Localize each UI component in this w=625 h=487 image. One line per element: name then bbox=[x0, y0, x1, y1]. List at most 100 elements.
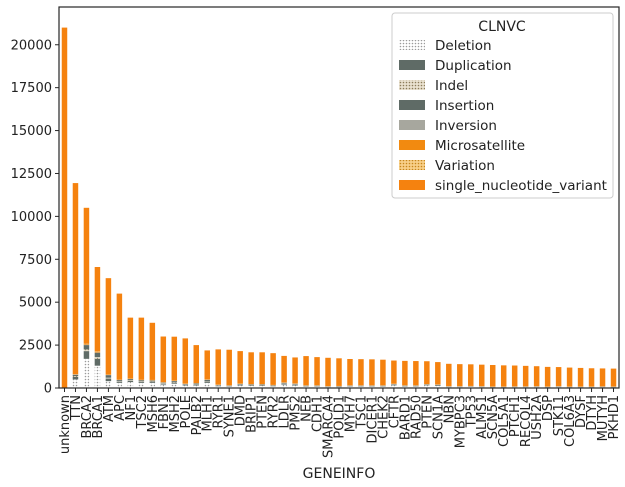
x-tick-label: SCN1A bbox=[431, 395, 446, 439]
bar-segment bbox=[292, 385, 298, 388]
bar-segment bbox=[160, 384, 167, 388]
bar-segment bbox=[424, 385, 430, 388]
bar-segment bbox=[83, 345, 90, 350]
bar-segment bbox=[182, 385, 189, 388]
x-tick-label: MLH1 bbox=[201, 395, 216, 432]
bar-segment bbox=[259, 352, 265, 385]
legend-swatch bbox=[399, 60, 425, 70]
bar-segment bbox=[468, 364, 474, 386]
bar-segment bbox=[116, 381, 123, 382]
bar-segment bbox=[204, 350, 210, 380]
bar-segment bbox=[193, 383, 199, 385]
y-tick-label: 5000 bbox=[19, 296, 52, 311]
x-tick-label: DMD bbox=[234, 395, 249, 426]
y-tick-label: 20000 bbox=[11, 38, 52, 53]
bar-segment bbox=[511, 365, 518, 387]
bar-segment bbox=[72, 183, 79, 375]
bar-segment bbox=[193, 345, 199, 384]
bar-segment bbox=[182, 384, 189, 385]
legend-label: Microsatellite bbox=[435, 138, 525, 154]
legend-label: Deletion bbox=[435, 38, 492, 54]
bar-segment bbox=[94, 267, 101, 352]
bar-segment bbox=[171, 381, 178, 383]
bar-segment bbox=[577, 367, 584, 387]
bar-segment bbox=[303, 356, 309, 386]
bar-segment bbox=[127, 317, 134, 379]
bar-segment bbox=[588, 368, 595, 387]
bar-segment bbox=[94, 351, 101, 353]
x-tick-label: LDLR bbox=[278, 395, 293, 429]
legend-swatch bbox=[399, 100, 425, 110]
bar-segment bbox=[281, 355, 287, 383]
bar-segment bbox=[424, 361, 430, 385]
bar-segment bbox=[149, 381, 156, 383]
x-tick-label: TSC1 bbox=[354, 395, 369, 430]
bar-segment bbox=[226, 386, 232, 388]
bar-segment bbox=[566, 367, 573, 387]
bar-segment bbox=[149, 382, 156, 388]
bar-segment bbox=[402, 360, 408, 386]
bar-segment bbox=[358, 359, 364, 386]
legend-label: Duplication bbox=[435, 58, 512, 74]
y-tick-label: 12500 bbox=[11, 167, 52, 182]
bar-segment bbox=[204, 382, 210, 388]
bar-segment bbox=[435, 385, 441, 388]
bar-segment bbox=[127, 380, 134, 381]
bar-segment bbox=[248, 385, 254, 388]
bar-segment bbox=[259, 385, 265, 388]
x-tick-label: DYSF bbox=[574, 395, 589, 428]
bar-segment bbox=[446, 363, 452, 387]
bar-segment bbox=[533, 366, 540, 387]
bar-segment bbox=[259, 384, 265, 386]
bar-segment bbox=[380, 386, 386, 388]
x-tick-label: DTYH bbox=[585, 395, 600, 431]
bar-segment bbox=[94, 357, 101, 359]
bar-segment bbox=[347, 386, 353, 388]
x-tick-label: FBN1 bbox=[157, 395, 172, 429]
bar-segment bbox=[391, 360, 397, 384]
bar-segment bbox=[94, 365, 101, 388]
bar-segment bbox=[138, 381, 145, 383]
bar-segment bbox=[281, 383, 287, 385]
bar-segment bbox=[105, 375, 112, 378]
bar-segment bbox=[149, 380, 156, 382]
bar-segment bbox=[391, 385, 397, 388]
bar-segment bbox=[94, 358, 101, 366]
bar-segment bbox=[160, 383, 167, 385]
bar-segment bbox=[182, 338, 189, 384]
legend-swatch bbox=[399, 80, 425, 90]
bar-segment bbox=[270, 353, 276, 385]
ticks-layer: 0 2500 5000 7500 10000 12500 15000 17500 20000 un… bbox=[11, 38, 622, 458]
bar-segment bbox=[72, 376, 79, 380]
bar-segment bbox=[479, 364, 485, 387]
bar-segment bbox=[281, 384, 287, 388]
bar-segment bbox=[555, 367, 562, 387]
bar-segment bbox=[105, 378, 112, 382]
bar-segment bbox=[303, 386, 309, 388]
x-tick-label: CDH1 bbox=[311, 395, 326, 432]
x-tick-label: MSH6 bbox=[146, 395, 161, 433]
y-tick-label: 0 bbox=[44, 382, 52, 397]
x-tick-label: unknown bbox=[58, 395, 73, 454]
x-tick-label: PKHD1 bbox=[607, 395, 622, 439]
bar-segment bbox=[83, 207, 90, 344]
bar-segment bbox=[127, 379, 134, 381]
bar-segment bbox=[171, 382, 178, 384]
x-tick-label: NF1 bbox=[124, 395, 139, 420]
x-tick-label: NEB bbox=[300, 395, 315, 422]
x-tick-label: MUTYH bbox=[596, 395, 611, 441]
bar-segment bbox=[116, 380, 123, 382]
bar-segment bbox=[116, 382, 123, 388]
x-tick-label: RYR1 bbox=[212, 395, 227, 428]
x-tick-label: BARD1 bbox=[398, 395, 413, 440]
x-tick-label: TSC2 bbox=[135, 395, 150, 430]
bar-segment bbox=[270, 386, 276, 388]
y-tick-label: 2500 bbox=[19, 339, 52, 354]
bar-segment bbox=[314, 357, 320, 386]
bar-segment bbox=[259, 385, 265, 386]
bar-segment bbox=[105, 278, 112, 375]
x-tick-label: CHEK2 bbox=[376, 395, 391, 439]
legend-label: single_nucleotide_variant bbox=[435, 178, 607, 194]
y-tick-label: 17500 bbox=[11, 81, 52, 96]
bar-segment bbox=[237, 384, 243, 386]
